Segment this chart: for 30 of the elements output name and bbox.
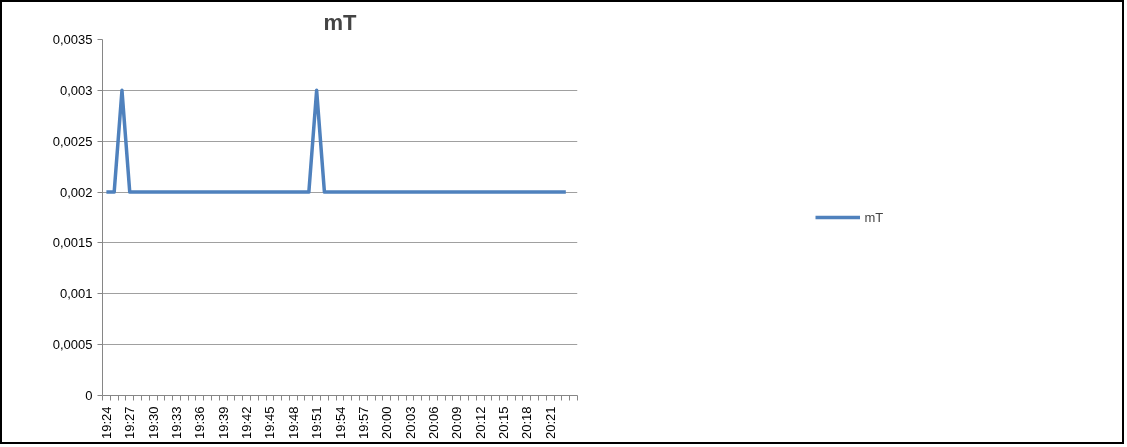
x-tick-label: 20:03 [402,406,418,440]
y-tick-label: 0,001 [59,286,93,302]
x-tick-label: 19:57 [355,406,371,440]
x-tick-label: 20:18 [519,406,535,440]
legend-label: mT [864,209,885,225]
x-tick-label: 19:27 [122,406,138,440]
x-tick-label: 19:24 [98,406,114,440]
x-tick-label: 19:45 [262,406,278,440]
y-tick-label: 0 [85,388,93,403]
y-tick-label: 0,003 [59,82,93,98]
x-tick-label: 20:15 [496,406,512,440]
x-tick-label: 20:21 [542,406,558,440]
x-tick-label: 20:06 [425,406,441,440]
x-tick-label: 19:36 [192,406,208,440]
x-tick-label: 19:51 [309,406,325,440]
x-tick-label: 20:00 [379,406,395,440]
x-tick-label: 19:33 [168,406,184,440]
y-tick-label: 0,002 [59,184,93,200]
y-tick-label: 0,0015 [52,235,93,251]
y-tick-label: 0,0005 [52,337,93,353]
x-tick-label: 19:42 [239,406,255,440]
chart-title: mT [323,9,358,35]
x-tick-label: 19:54 [332,406,348,440]
x-tick-label: 19:30 [145,406,161,440]
x-tick-label: 19:48 [285,406,301,440]
x-tick-label: 20:09 [449,406,465,440]
y-tick-label: 0,0035 [52,32,93,47]
x-tick-label: 20:12 [472,406,488,440]
y-tick-label: 0,0025 [52,133,93,149]
x-tick-label: 19:39 [215,406,231,440]
